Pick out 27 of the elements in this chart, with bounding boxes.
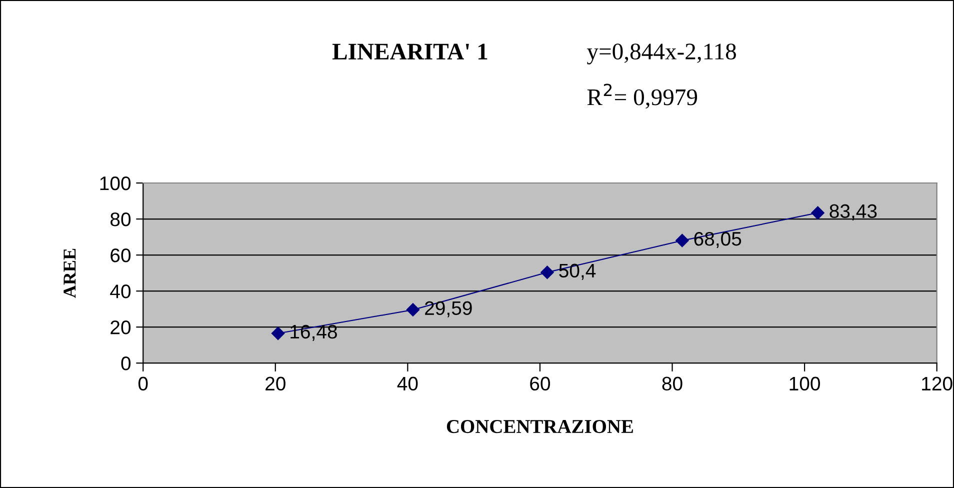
data-label: 29,59 (425, 301, 472, 318)
y-tick-label: 100 (100, 176, 131, 190)
x-tick-label: 0 (138, 376, 148, 391)
point (271, 326, 285, 340)
point (540, 266, 554, 279)
point (811, 206, 824, 220)
x-tick-label: 120 (922, 376, 952, 391)
data-label: 83,43 (830, 204, 877, 220)
point (406, 303, 420, 316)
y-tick-label: 60 (110, 248, 131, 262)
y-tick-label: 40 (110, 284, 131, 298)
x-tick-label: 60 (530, 376, 550, 391)
data-label: 50,4 (559, 264, 596, 280)
y-tick-label: 80 (110, 212, 131, 226)
point (676, 234, 689, 248)
y-tick-label: 20 (110, 320, 131, 334)
x-tick-label: 20 (266, 376, 286, 391)
x-tick-label: 100 (790, 376, 820, 391)
data-label: 68,05 (694, 232, 742, 248)
text: R$^{2}$= 0,9979 (587, 84, 698, 109)
text: y=0,844x-2,118 (587, 44, 736, 64)
y-tick-label: 0 (121, 356, 131, 370)
x-axis-title: CONCENTRAZIONE (446, 420, 633, 434)
y-axis-title: AREE (64, 248, 76, 298)
chart-title: LINEARITA' 1 (332, 44, 488, 60)
x-tick-label: 40 (397, 376, 418, 391)
x-tick-label: 80 (662, 376, 682, 391)
